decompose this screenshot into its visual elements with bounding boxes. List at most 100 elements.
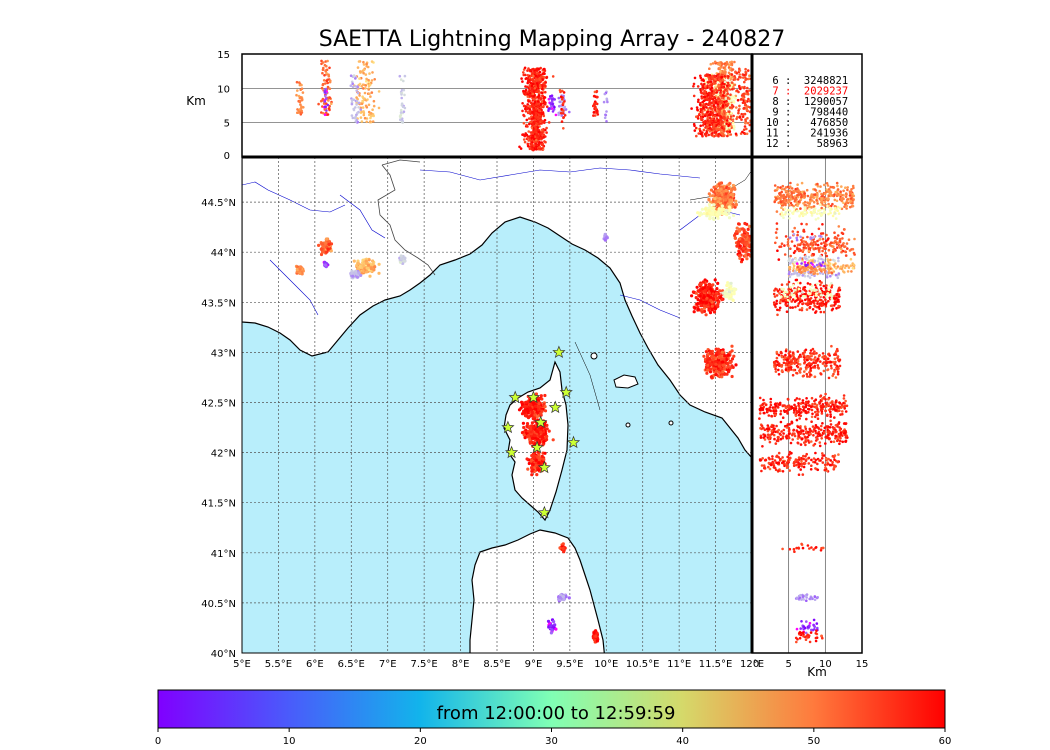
map-source-point (323, 260, 327, 264)
map-source-point (729, 281, 733, 285)
map-source-point (536, 398, 540, 402)
top-source-point (541, 85, 544, 89)
top-source-point (742, 128, 746, 131)
side-source-point (793, 210, 796, 213)
top-source-point (539, 102, 543, 106)
top-source-point (550, 104, 553, 108)
top-source-point (526, 95, 530, 98)
top-source-point (724, 71, 727, 75)
map-source-point (377, 271, 381, 275)
top-source-point (702, 128, 706, 132)
top-source-point (724, 94, 728, 97)
map-source-point (295, 270, 299, 274)
top-source-point (300, 109, 303, 113)
side-source-point (827, 202, 830, 206)
top-source-point (726, 112, 729, 116)
station-star-icon (548, 400, 562, 414)
map-source-point (402, 259, 407, 263)
map-source-point (732, 354, 736, 358)
map-source-point (533, 404, 538, 408)
map-source-point (717, 189, 721, 193)
top-source-point (710, 107, 714, 111)
side-source-point (835, 181, 839, 185)
top-source-point (729, 115, 733, 118)
map-source-point (351, 274, 355, 278)
map-source-point (705, 371, 709, 375)
side-source-point (786, 240, 790, 244)
top-source-point (743, 73, 746, 77)
top-source-point (367, 110, 371, 114)
top-source-point (720, 121, 724, 124)
top-source-point (722, 90, 726, 94)
top-source-point (705, 113, 709, 116)
top-source-point (354, 85, 357, 88)
top-source-point (733, 60, 736, 64)
top-source-point (535, 108, 539, 111)
side-source-point (788, 217, 791, 220)
top-source-point (730, 106, 734, 109)
map-x-tick-label: 8°E (452, 659, 470, 670)
side-source-point (820, 213, 824, 216)
side-source-point (806, 194, 810, 198)
top-source-point (372, 99, 376, 103)
top-source-point (717, 134, 720, 138)
side-panel-sources (758, 181, 856, 644)
top-source-point (710, 111, 714, 115)
side-source-point (837, 225, 841, 228)
top-source-point (295, 93, 298, 97)
top-source-point (708, 130, 712, 133)
top-source-point (547, 109, 550, 112)
side-source-point (836, 205, 840, 209)
map-source-point (354, 269, 358, 273)
top-source-point (559, 111, 563, 115)
map-source-point (535, 473, 539, 477)
top-source-point (733, 75, 736, 78)
top-source-point (296, 111, 299, 114)
map-source-point (525, 422, 530, 426)
map-source-point (692, 310, 696, 314)
top-source-point (721, 134, 725, 138)
top-source-point (730, 81, 734, 84)
top-source-point (728, 119, 732, 123)
side-source-point (840, 185, 843, 188)
top-source-point (369, 95, 372, 98)
top-source-point (324, 105, 328, 109)
top-source-point (714, 78, 717, 81)
map-y-tick-label: 44.5°N (201, 198, 236, 209)
top-source-point (698, 112, 701, 116)
top-source-point (740, 112, 743, 116)
side-source-point (796, 194, 799, 197)
side-source-point (815, 212, 819, 215)
top-source-point (592, 114, 595, 117)
map-source-point (698, 288, 702, 292)
side-source-point (775, 210, 779, 213)
side-source-point (848, 191, 852, 195)
top-source-point (742, 107, 746, 110)
top-source-point (545, 131, 548, 134)
map-source-point (326, 247, 330, 251)
top-source-point (358, 70, 362, 73)
top-source-point (708, 116, 712, 119)
top-source-point (738, 67, 741, 71)
top-source-point (323, 91, 327, 94)
map-source-point (744, 250, 748, 254)
map-source-point (728, 198, 733, 202)
top-source-point (728, 110, 731, 113)
top-source-point (737, 109, 740, 112)
map-source-point (529, 430, 533, 434)
top-source-point (592, 103, 596, 107)
side-source-point (835, 199, 839, 203)
top-source-point (522, 121, 526, 125)
top-source-point (526, 79, 530, 83)
map-source-point (533, 413, 537, 417)
map-source-point (539, 430, 543, 434)
map-source-point (725, 372, 729, 376)
map-source-point (595, 631, 599, 635)
map-source-point (545, 437, 549, 442)
top-source-point (358, 94, 361, 97)
top-source-point (537, 94, 541, 97)
side-source-point (779, 200, 783, 204)
top-source-point (748, 89, 751, 92)
map-source-point (726, 194, 730, 198)
top-source-point (701, 124, 705, 127)
